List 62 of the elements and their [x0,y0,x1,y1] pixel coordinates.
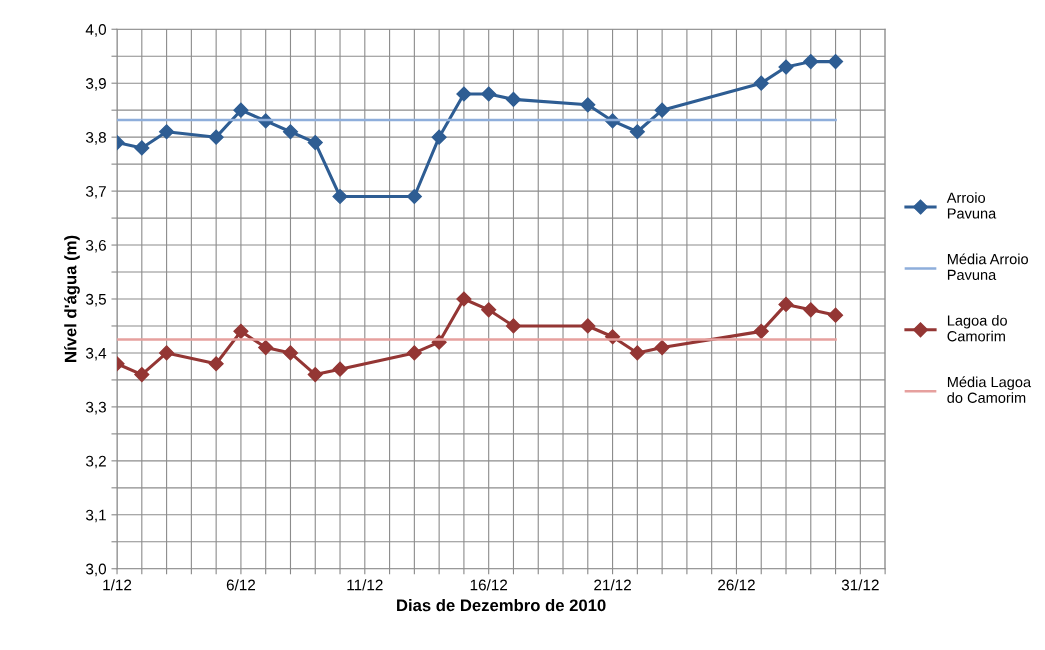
point [208,356,224,372]
point [654,102,670,118]
point [307,366,323,383]
y-tick-label: 3,2 [85,455,106,469]
point [827,307,844,323]
point [505,318,522,334]
y-tick-label: 4,0 [85,24,107,37]
point [406,345,422,361]
point [481,302,497,318]
point [332,361,348,377]
point [654,339,670,356]
point [456,86,472,102]
x-tick-label: 16/12 [470,579,508,591]
legend-label: Média Lagoa do Camorim [947,376,1032,403]
point [208,129,224,145]
point [431,129,447,145]
legend-label: Arroio Pavuna [946,192,997,219]
point [753,75,769,91]
y-tick-label: 3,3 [85,401,106,415]
x-tick-label: 31/12 [841,579,879,591]
y-tick-label: 3,8 [85,132,106,145]
point [307,134,323,151]
point [827,54,844,70]
point [134,140,150,156]
y-axis-title: Nível d'água (m) [64,235,80,362]
legend-label: Lagoa do Camorim [947,314,1007,342]
point [778,59,794,75]
point [332,188,348,205]
point [629,345,645,361]
y-tick-label: 3,6 [85,239,106,253]
x-axis-title: Dias de Dezembro de 2010 [397,598,606,612]
y-tick-label: 3,9 [85,78,106,91]
y-tick-label: 3,5 [85,293,106,307]
point [629,124,645,140]
point [580,97,596,113]
point [282,345,299,361]
y-tick-label: 3,0 [85,563,107,577]
point [481,86,497,102]
point [233,323,249,339]
x-tick-label: 26/12 [718,579,755,591]
x-tick-label: 6/12 [226,579,256,591]
point [580,318,596,334]
point [233,102,249,118]
legend-label: Média Arroio Pavuna [947,253,1029,280]
x-tick-label: 21/12 [594,579,631,591]
point [803,302,819,318]
point [159,124,175,140]
point [803,54,819,70]
point [778,296,794,312]
point [258,339,274,356]
point [456,291,472,307]
x-tick-label: 11/12 [347,579,383,591]
point [505,91,522,107]
y-tick-label: 3,1 [85,509,106,523]
x-tick-label: 1/12 [103,579,132,591]
point [282,124,299,140]
point [406,188,422,205]
point [134,366,150,383]
point [753,323,769,339]
y-tick-label: 3,7 [85,185,106,199]
y-tick-label: 3,4 [85,347,107,361]
point [159,345,175,361]
